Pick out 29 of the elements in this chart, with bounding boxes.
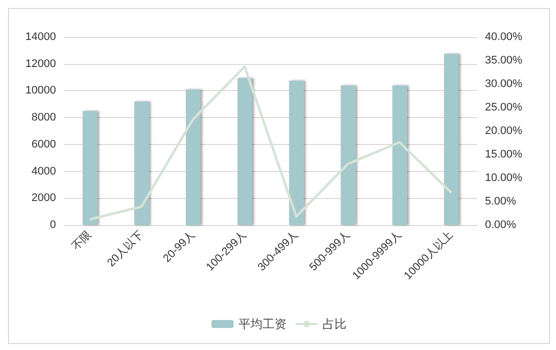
y2-tick-label: 30.00% bbox=[485, 78, 523, 90]
bar bbox=[340, 85, 356, 225]
y2-tick-label: 20.00% bbox=[485, 125, 523, 137]
y2-tick-label: 5.00% bbox=[485, 196, 516, 208]
y-tick-label: 6000 bbox=[32, 138, 56, 150]
legend-label: 平均工资 bbox=[238, 317, 286, 331]
y-tick-label: 4000 bbox=[32, 165, 56, 178]
x-tick-label: 不限 bbox=[70, 228, 94, 253]
y2-tick-label: 40.00% bbox=[485, 31, 523, 43]
bar bbox=[237, 78, 252, 225]
y2-tick-label: 35.00% bbox=[485, 54, 523, 66]
bar bbox=[186, 89, 200, 225]
y-tick-label: 8000 bbox=[32, 112, 56, 124]
bar bbox=[289, 80, 304, 225]
y-tick-label: 2000 bbox=[32, 192, 56, 204]
y-tick-label: 14000 bbox=[25, 31, 56, 43]
legend-label: 占比 bbox=[322, 317, 346, 331]
y2-tick-label: 0.00% bbox=[485, 219, 516, 231]
x-tick-label: 20人以下 bbox=[104, 228, 146, 270]
bar bbox=[444, 54, 458, 225]
y-tick-label: 10000 bbox=[25, 84, 56, 97]
y-tick-label: 12000 bbox=[25, 58, 56, 70]
y-tick-label: 0 bbox=[50, 219, 56, 231]
bar bbox=[82, 110, 98, 225]
bar bbox=[134, 101, 149, 225]
y2-tick-label: 10.00% bbox=[485, 172, 523, 184]
bar bbox=[392, 85, 407, 225]
y2-tick-label: 25.00% bbox=[485, 102, 523, 114]
y2-tick-label: 15.00% bbox=[485, 148, 523, 160]
